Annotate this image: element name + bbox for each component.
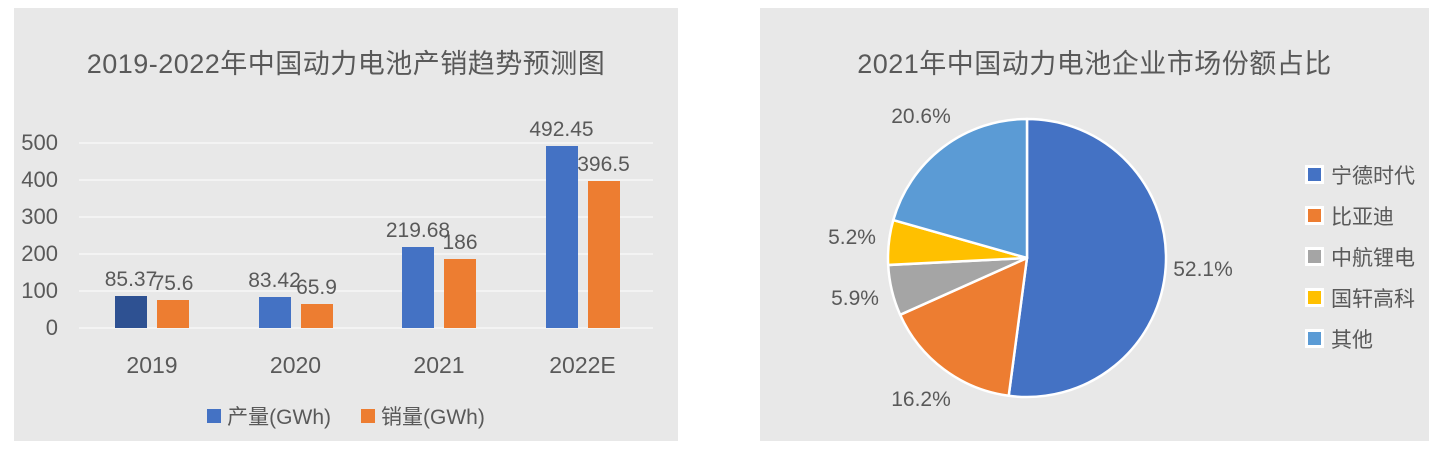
legend-item-production: 产量(GWh) [207,401,331,431]
production-bar-2022E [545,145,578,328]
pie-legend-item-比亚迪: 比亚迪 [1305,205,1415,229]
x-axis-tick-label-2021: 2021 [413,352,465,378]
pie-legend-item-国轩高科: 国轩高科 [1305,287,1415,311]
pie-legend-item-其他: 其他 [1305,328,1415,352]
legend-swatch-icon [207,409,222,423]
gridline-200 [79,253,653,255]
pie-percent-label-国轩高科: 5.2% [828,226,876,249]
pie-percent-label-其他: 20.6% [891,105,951,128]
y-axis-tick-label: 400 [21,167,58,192]
pie-percent-label-宁德时代: 52.1% [1173,258,1233,281]
y-axis-tick-label: 0 [45,315,58,340]
pie-legend-label: 国轩高科 [1331,287,1415,311]
sales-bar-2021 [444,259,476,328]
y-axis-tick-label: 200 [21,241,58,266]
legend-swatch-icon [361,409,375,423]
pie-legend-swatch-icon [1305,165,1324,184]
gridline-300 [79,216,653,218]
pie-legend-item-宁德时代: 宁德时代 [1305,164,1415,188]
x-axis-tick-label-2019: 2019 [126,352,178,378]
bar-chart-title: 2019-2022年中国动力电池产销趋势预测图 [86,49,606,79]
y-axis-tick-label: 500 [21,130,58,155]
gridline-0 [79,327,653,329]
pie-legend-swatch-icon [1305,288,1324,307]
sales-bar-2020 [300,303,333,328]
legend-label: 销量(GWh) [381,406,485,429]
data-label-sales-2019: 75.6 [152,272,194,296]
gridline-100 [79,290,653,292]
data-label-sales-2020: 65.9 [296,275,337,299]
bar-chart-legend: 产量(GWh) 销量(GWh) [14,401,678,431]
pie-chart-panel: 2021年中国动力电池企业市场份额占比 52.1% 16.2% 5.9% 5.2% 20… [760,8,1429,441]
pie-legend-swatch-icon [1305,247,1324,266]
y-axis-tick-label: 100 [21,278,58,303]
pie-chart-title: 2021年中国动力电池企业市场份额占比 [857,49,1332,79]
pie-slice-比亚迪 [898,256,1029,398]
pie-percent-label-比亚迪: 16.2% [891,388,951,411]
sales-bar-2022E [587,181,620,328]
production-bar-2019 [115,296,147,328]
data-label-production-2022E: 492.45 [529,117,594,141]
sales-bar-2019 [157,300,189,328]
bar-chart-panel: 2019-2022年中国动力电池产销趋势预测图 0 100 200 300 400 500… [14,8,678,441]
pie-percent-label-中航锂电: 5.9% [831,287,879,310]
data-label-production-2019: 85.37 [104,268,158,292]
bar-chart-plot-area: 0 100 200 300 400 500 85.37 75.6 2019 83.42 65.9 20… [14,8,678,441]
pie-slice-宁德时代 [1007,117,1168,399]
pie-legend-label: 中航锂电 [1331,246,1415,270]
gridline-400 [79,179,653,181]
x-axis-tick-label-2022E: 2022E [549,352,616,378]
data-label-production-2021: 219.68 [385,218,451,242]
data-label-sales-2021: 186 [442,231,478,255]
y-axis-tick-label: 300 [21,204,58,229]
pie-legend-swatch-icon [1305,206,1324,225]
pie-slice-其他 [892,117,1029,260]
legend-label: 产量(GWh) [227,406,331,429]
legend-item-sales: 销量(GWh) [361,401,485,431]
pie-chart-legend: 宁德时代比亚迪中航锂电国轩高科其他 [1305,164,1415,369]
pie-legend-label: 宁德时代 [1331,164,1415,188]
pie-legend-label: 其他 [1331,328,1373,352]
pie-chart [886,117,1168,399]
data-label-sales-2022E: 396.5 [577,153,630,177]
pie-legend-item-中航锂电: 中航锂电 [1305,246,1415,270]
data-label-production-2020: 83.42 [248,269,301,293]
x-axis-tick-label-2020: 2020 [269,352,322,378]
gridline-500 [79,142,653,144]
pie-legend-label: 比亚迪 [1331,205,1394,229]
production-bar-2021 [402,246,434,328]
production-bar-2020 [258,297,291,328]
pie-legend-swatch-icon [1305,329,1324,348]
